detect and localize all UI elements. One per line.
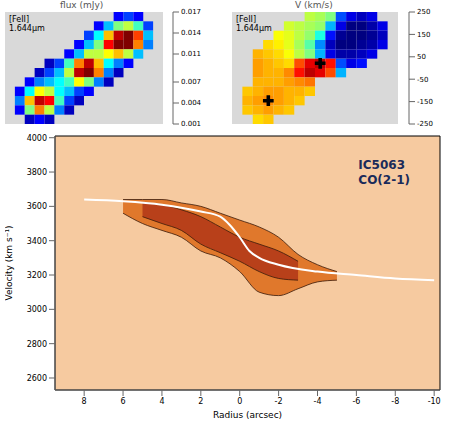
svg-text:3000: 3000	[27, 305, 47, 314]
svg-text:2600: 2600	[27, 374, 47, 383]
svg-text:-10: -10	[428, 397, 441, 406]
svg-text:-4: -4	[314, 397, 322, 406]
svg-text:0: 0	[237, 397, 242, 406]
svg-text:-8: -8	[391, 397, 399, 406]
svg-text:Velocity (km s⁻¹): Velocity (km s⁻¹)	[5, 225, 14, 300]
svg-text:0.011: 0.011	[181, 50, 201, 58]
svg-text:2800: 2800	[27, 340, 47, 349]
svg-text:Radius (arcsec): Radius (arcsec)	[213, 410, 282, 420]
html-text:[FeII]: [FeII]	[236, 15, 256, 24]
svg-text:0.017: 0.017	[181, 8, 201, 16]
svg-text:-50: -50	[417, 76, 428, 84]
svg-text:4: 4	[159, 397, 164, 406]
svg-text:2: 2	[198, 397, 203, 406]
svg-text:3400: 3400	[27, 237, 47, 246]
html-text:1.644μm: 1.644μm	[9, 24, 45, 33]
svg-text:-6: -6	[352, 397, 360, 406]
svg-text:3800: 3800	[27, 168, 47, 177]
svg-text:0.007: 0.007	[181, 78, 201, 86]
svg-text:-150: -150	[417, 98, 433, 106]
svg-text:6: 6	[121, 397, 126, 406]
html-text:CO(2-1): CO(2-1)	[358, 173, 410, 187]
svg-text:0.001: 0.001	[181, 120, 201, 128]
svg-text:4000: 4000	[27, 134, 47, 143]
svg-text:8: 8	[82, 397, 87, 406]
svg-text:0.014: 0.014	[181, 29, 202, 37]
svg-text:-250: -250	[417, 120, 433, 128]
svg-text:250: 250	[417, 8, 430, 16]
html-text:flux (mJy): flux (mJy)	[60, 0, 104, 10]
svg-text:-2: -2	[275, 397, 283, 406]
svg-text:0.004: 0.004	[181, 99, 202, 107]
html-text:IC5063: IC5063	[358, 158, 405, 172]
svg-text:3600: 3600	[27, 202, 47, 211]
svg-text:3200: 3200	[27, 271, 47, 280]
svg-text:50: 50	[417, 53, 426, 61]
svg-text:150: 150	[417, 31, 430, 39]
html-text:[FeII]: [FeII]	[9, 15, 29, 24]
html-text:V (km/s): V (km/s)	[295, 0, 333, 10]
html-text:1.644μm: 1.644μm	[236, 24, 272, 33]
